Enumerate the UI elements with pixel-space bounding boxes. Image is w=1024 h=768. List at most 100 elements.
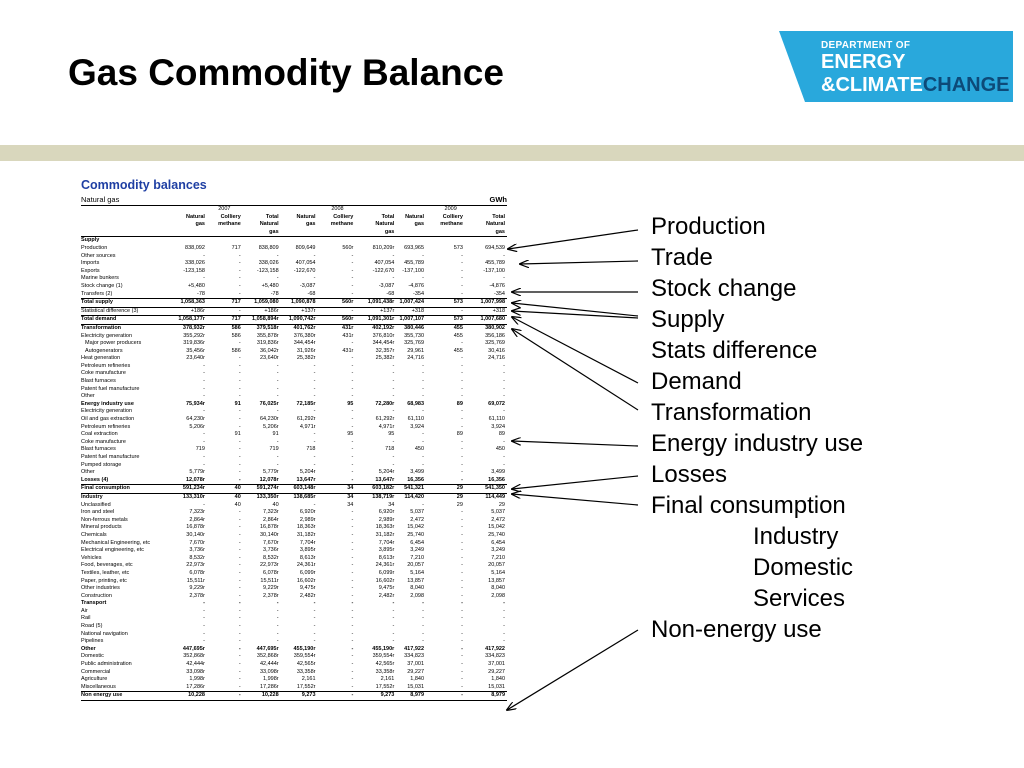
table-cell: - bbox=[238, 524, 241, 531]
table-cell: - bbox=[238, 260, 241, 267]
table-cell: 61,292r bbox=[296, 416, 316, 423]
table-cell: 6,099r bbox=[378, 569, 395, 576]
column-header bbox=[170, 228, 207, 238]
row-label: Other bbox=[81, 645, 96, 652]
table-cell: - bbox=[238, 623, 241, 630]
column-header: Natural bbox=[259, 221, 279, 228]
table-cell: - bbox=[238, 423, 241, 430]
table-row: Textiles, leather, etc 6,078r - 6,078r 6,099… bbox=[81, 570, 507, 578]
table-cell: - bbox=[203, 370, 205, 377]
table-cell: - bbox=[422, 275, 425, 282]
table-cell: - bbox=[392, 623, 395, 630]
table-cell: - bbox=[351, 600, 354, 607]
table-cell: 95 bbox=[347, 400, 354, 407]
table-cell: 95 bbox=[347, 431, 354, 438]
table-cell: - bbox=[238, 282, 241, 289]
column-header: Total bbox=[492, 213, 505, 220]
table-cell: - bbox=[203, 454, 205, 460]
table-cell: 334,823 bbox=[485, 653, 505, 660]
column-header: gas bbox=[306, 221, 316, 228]
table-cell: - bbox=[276, 385, 279, 392]
table-cell: - bbox=[351, 630, 354, 637]
table-cell: 29 bbox=[426, 484, 465, 494]
table-cell: - bbox=[351, 252, 354, 259]
table-cell: 325,769 bbox=[485, 340, 505, 347]
table-row: Electricity generation - - - - - - - - - bbox=[81, 408, 507, 416]
table-cell: 3,895r bbox=[378, 547, 395, 554]
table-row: Blast furnaces - - - - - - - - - bbox=[81, 378, 507, 386]
table-cell: 338,026 bbox=[258, 260, 279, 267]
table-cell: - bbox=[422, 623, 425, 630]
callout-arrow bbox=[508, 229, 639, 249]
callout-arrow bbox=[512, 475, 639, 489]
table-cell: - bbox=[392, 408, 395, 415]
table-cell: - bbox=[503, 638, 505, 645]
row-label: Food, beverages, etc bbox=[81, 562, 133, 569]
table-cell: -4,876 bbox=[489, 282, 505, 289]
callout-arrow bbox=[512, 303, 639, 317]
column-header: Colliery bbox=[442, 213, 463, 220]
table-cell: - bbox=[203, 600, 205, 607]
table-cell: - bbox=[422, 385, 425, 392]
column-header: gas bbox=[195, 221, 205, 228]
table-cell: 5,037 bbox=[410, 509, 425, 516]
table-cell: - bbox=[351, 393, 354, 400]
logo-line-3a: &CLIMATE bbox=[821, 74, 923, 96]
year-header: 2009 bbox=[444, 206, 457, 212]
table-cell: - bbox=[203, 638, 205, 645]
table-cell: - bbox=[392, 275, 395, 282]
table-cell: - bbox=[313, 275, 316, 282]
callout-arrow bbox=[512, 441, 639, 447]
table-cell: 5,779r bbox=[189, 469, 205, 476]
table-row: Industry 133,310r 40 133,350r 138,685r 34 138,… bbox=[81, 492, 507, 502]
table-row: Iron and steel 7,323r - 7,323r 6,920r - 6,920r… bbox=[81, 509, 507, 517]
table-cell: - bbox=[351, 607, 354, 614]
table-cell: 719 bbox=[195, 446, 205, 453]
row-label: Coke manufacture bbox=[81, 438, 126, 445]
table-row: Public administration 42,444r - 42,444r 42,5… bbox=[81, 661, 507, 669]
table-cell: - bbox=[351, 454, 354, 460]
table-cell: - bbox=[238, 509, 241, 516]
table-cell: 603,182r bbox=[355, 484, 397, 494]
table-cell: 8,040 bbox=[491, 585, 505, 592]
table-cell: - bbox=[276, 275, 279, 282]
table-cell: - bbox=[351, 408, 354, 415]
table-cell: - bbox=[461, 683, 463, 690]
row-label: Petroleum refineries bbox=[81, 423, 131, 430]
table-cell: 138,685r bbox=[280, 492, 318, 502]
table-cell: -122,670 bbox=[372, 267, 395, 274]
table-cell: +137r bbox=[280, 306, 318, 316]
table-cell: 1,007,680 bbox=[464, 315, 507, 325]
row-label: Heat generation bbox=[81, 355, 121, 362]
table-cell: 30,416 bbox=[488, 347, 505, 354]
row-label: Mechanical Engineering, etc bbox=[81, 539, 151, 546]
row-label: Chemicals bbox=[81, 531, 107, 538]
table-cell: - bbox=[203, 501, 205, 508]
table-cell: 541,321 bbox=[396, 484, 427, 494]
table-cell: 417,922 bbox=[404, 645, 425, 652]
table-cell: - bbox=[351, 547, 354, 554]
table-cell: 4,971r bbox=[378, 423, 395, 430]
table-cell: -68 bbox=[307, 290, 316, 297]
table-cell: - bbox=[461, 454, 463, 460]
table-cell: - bbox=[422, 431, 425, 438]
table-cell: 338,026 bbox=[185, 260, 205, 267]
table-cell: 376,810r bbox=[372, 332, 395, 339]
commodity-balance-table: 2007 2008 2009 Natural Colliery Total Natural C… bbox=[81, 206, 507, 701]
table-cell: - bbox=[461, 653, 463, 660]
table-cell: 42,444r bbox=[259, 661, 279, 668]
table-cell: 6,078r bbox=[263, 569, 279, 576]
table-cell: 447,695r bbox=[182, 645, 205, 652]
table-cell: - bbox=[392, 454, 395, 460]
table-cell: 1,007,107 bbox=[396, 315, 427, 325]
table-row: Mineral products 16,878r - 16,878r 18,363r - 1… bbox=[81, 524, 507, 532]
table-cell: 89 bbox=[456, 400, 463, 407]
table-row: Losses (4) 12,078r - 12,078r 13,647r - 13,647r… bbox=[81, 477, 507, 485]
table-row: Petroleum refineries - - - - - - - - - bbox=[81, 363, 507, 371]
table-cell: - bbox=[392, 630, 395, 637]
callout-arrow bbox=[507, 629, 639, 710]
row-label: Coke manufacture bbox=[81, 370, 126, 377]
table-cell: - bbox=[351, 423, 354, 430]
table-cell: 1,840 bbox=[410, 676, 425, 683]
